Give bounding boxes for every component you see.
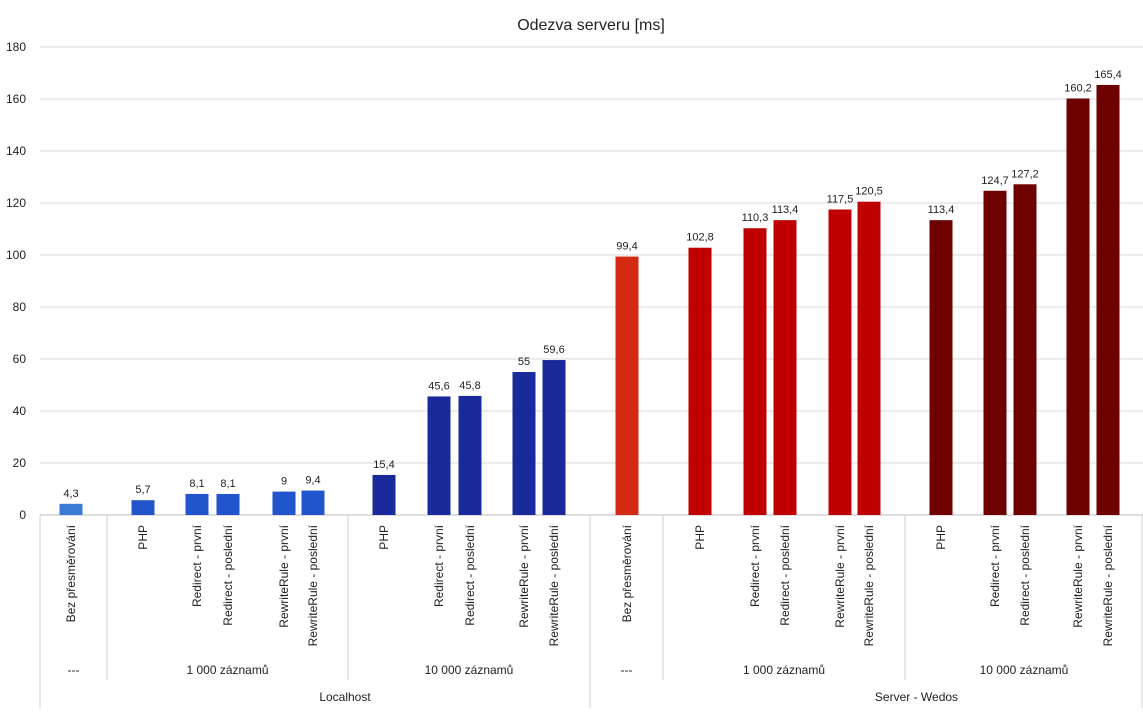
- bar: [1096, 84, 1120, 516]
- category-label: Redirect - první: [748, 524, 762, 607]
- category-separators: [39, 515, 1143, 708]
- category-label: Redirect - poslední: [463, 524, 477, 625]
- bar: [131, 500, 155, 515]
- group-labels: --- 1 000 záznamů 10 000 záznamů --- 1 000 z…: [68, 663, 1069, 704]
- bar: [743, 228, 767, 515]
- category-label: PHP: [136, 525, 150, 550]
- bar: [929, 220, 953, 515]
- category-label: RewriteRule - první: [277, 524, 291, 627]
- data-labels: 4,3 5,78,1 8,1 9 9,415,445,6 45,85559,699,410…: [63, 69, 1121, 500]
- bar: [185, 493, 209, 515]
- data-label: 102,8: [686, 232, 714, 244]
- category-label: Bez přesměrování: [64, 524, 78, 622]
- bar: [1066, 98, 1090, 515]
- category-label: RewriteRule - poslední: [862, 524, 876, 646]
- bar: [512, 372, 536, 515]
- y-tick-label: 20: [13, 456, 27, 470]
- data-label: 99,4: [616, 241, 637, 253]
- category-label: Redirect - poslední: [1018, 524, 1032, 625]
- y-tick-label: 0: [19, 508, 26, 522]
- bar: [216, 493, 240, 515]
- bar: [615, 256, 639, 515]
- y-tick-label: 80: [13, 300, 27, 314]
- bar: [828, 209, 852, 515]
- category-label: Redirect - poslední: [221, 524, 235, 625]
- y-tick-label: 40: [13, 404, 27, 418]
- bar: [272, 491, 296, 515]
- data-label: 8,1: [189, 478, 204, 490]
- category-label: Redirect - první: [190, 524, 204, 607]
- data-label: 8,1: [220, 478, 235, 490]
- category-label: RewriteRule - první: [833, 524, 847, 627]
- category-label: RewriteRule - poslední: [1101, 524, 1115, 646]
- bar: [1013, 184, 1037, 515]
- bar: [301, 490, 325, 515]
- data-label: 120,5: [855, 186, 883, 198]
- data-label: 4,3: [63, 488, 78, 500]
- data-label: 124,7: [981, 175, 1009, 187]
- data-label: 5,7: [135, 484, 150, 496]
- data-label: 165,4: [1094, 69, 1122, 81]
- group-label: Server - Wedos: [875, 690, 958, 704]
- bar: [458, 395, 482, 515]
- category-label: RewriteRule - poslední: [547, 524, 561, 646]
- chart-title: Odezva serveru [ms]: [517, 17, 665, 34]
- subgroup-label: ---: [68, 663, 80, 677]
- y-tick-label: 120: [6, 196, 26, 210]
- bars: [59, 84, 1120, 516]
- data-label: 59,6: [543, 344, 564, 356]
- category-label: PHP: [934, 525, 948, 550]
- group-label: Localhost: [319, 690, 371, 704]
- y-tick-label: 60: [13, 352, 27, 366]
- category-label: Bez přesměrování: [620, 524, 634, 622]
- data-label: 117,5: [827, 194, 854, 206]
- bar: [427, 396, 451, 515]
- data-label: 127,2: [1011, 168, 1039, 180]
- category-label: Redirect - první: [432, 524, 446, 607]
- y-axis-tick-labels: 0 20 40 60 80 100 120 140 160 180: [6, 40, 26, 522]
- category-label: RewriteRule - první: [517, 524, 531, 627]
- subgroup-label: 10 000 záznamů: [425, 663, 514, 677]
- subgroup-label: 1 000 záznamů: [186, 663, 268, 677]
- bar: [688, 247, 712, 515]
- category-label: RewriteRule - poslední: [306, 524, 320, 646]
- subgroup-label: ---: [621, 663, 633, 677]
- y-tick-label: 100: [6, 248, 26, 262]
- category-label: Redirect - poslední: [778, 524, 792, 625]
- category-label: Redirect - první: [988, 524, 1002, 607]
- y-tick-label: 140: [6, 144, 26, 158]
- data-label: 45,6: [428, 380, 449, 392]
- subgroup-label: 10 000 záznamů: [980, 663, 1069, 677]
- category-label: PHP: [377, 525, 391, 550]
- data-label: 9: [281, 476, 287, 488]
- bar: [59, 503, 83, 515]
- y-tick-label: 180: [6, 40, 26, 54]
- bar: [542, 360, 566, 515]
- bar: [983, 190, 1007, 515]
- category-label: PHP: [693, 525, 707, 550]
- bar: [773, 220, 797, 515]
- bar: [857, 201, 881, 515]
- gridlines: [40, 46, 1143, 516]
- subgroup-label: 1 000 záznamů: [743, 663, 825, 677]
- data-label: 110,3: [742, 212, 769, 224]
- category-labels: Bez přesměrování PHP Redirect - první Redir…: [64, 524, 1115, 646]
- data-label: 15,4: [373, 459, 394, 471]
- data-label: 160,2: [1064, 82, 1092, 94]
- data-label: 113,4: [772, 204, 799, 216]
- data-label: 55: [518, 356, 530, 368]
- data-label: 113,4: [928, 204, 955, 216]
- data-label: 45,8: [459, 380, 480, 392]
- data-label: 9,4: [305, 475, 320, 487]
- bar: [372, 474, 396, 515]
- category-label: RewriteRule - první: [1071, 524, 1085, 627]
- y-tick-label: 160: [6, 92, 26, 106]
